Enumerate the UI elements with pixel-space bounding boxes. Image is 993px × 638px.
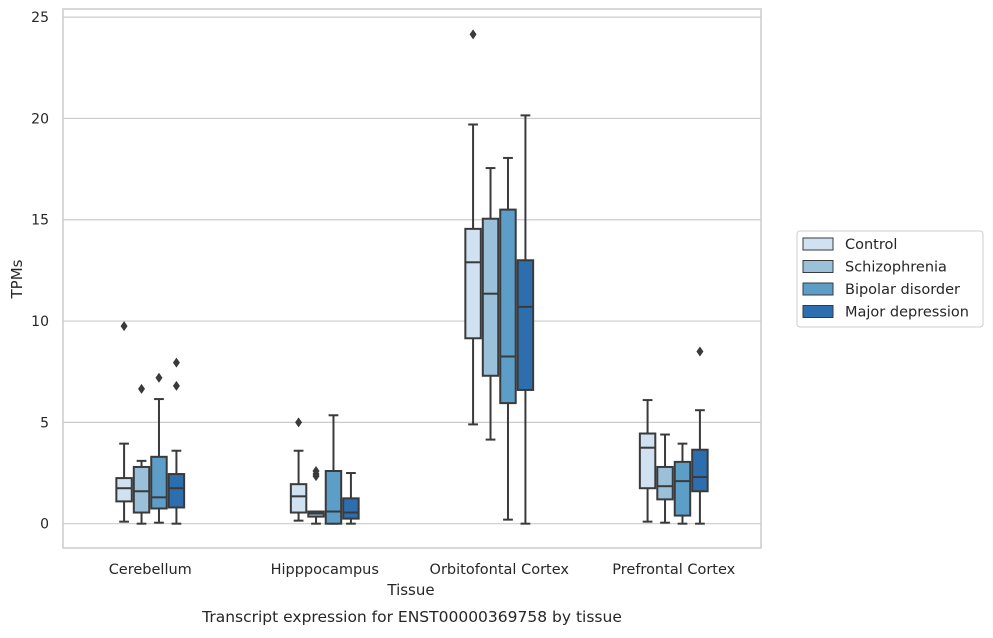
box-iqr [289,483,308,514]
box-layer [115,29,709,525]
box-iqr [464,227,482,340]
grid-layer [63,16,761,525]
x-tick-label: Hipppocampus [271,562,379,578]
box-3-2 [673,442,692,525]
box-3-0 [638,399,657,523]
outlier-point [696,346,704,357]
box-2-0 [464,29,482,426]
outlier-point [172,380,180,391]
box-0-0 [115,321,133,523]
box-iqr [167,473,186,509]
y-tick-label: 25 [31,10,49,26]
legend-swatch [802,260,834,273]
legend-item: Major depression [802,305,969,321]
box-iqr [481,217,500,377]
box-iqr [324,470,343,525]
outlier-point [312,466,320,476]
legend-label: Bipolar disorder [845,282,960,298]
box-iqr [638,432,657,490]
box-2-3 [516,114,535,525]
legend-frame [796,230,984,328]
box-iqr [132,465,151,514]
plot-frame [62,8,762,549]
y-tick-label: 5 [40,415,49,431]
box-iqr [115,477,133,503]
chart-caption: Transcript expression for ENST0000036975… [201,608,622,626]
box-2-1 [481,167,500,441]
legend-item: Schizophrenia [802,260,947,276]
box-iqr [150,455,168,510]
legend-label: Control [845,237,897,253]
box-2-2 [499,156,517,521]
box-1-3 [342,472,360,525]
legend-swatch [802,282,834,296]
box-1-2 [324,414,343,525]
outlier-point [469,29,477,40]
y-tick-label: 20 [31,111,49,127]
legend-swatch [802,305,834,318]
legend-swatch [802,237,834,251]
box-3-3 [691,346,709,525]
y-tick-label: 10 [31,314,49,330]
box-iqr [691,448,709,493]
x-axis-label: Tissue [386,581,434,599]
box-iqr [342,497,360,520]
box-1-1 [307,466,325,525]
legend-item: Control [802,237,897,253]
x-tick-label: Orbitofontal Cortex [430,562,570,578]
y-tick-label: 0 [40,517,49,533]
box-0-3 [167,357,186,525]
outlier-point [120,321,128,332]
legend: Control Schizophrenia Bipolar disorder Majo… [796,230,984,328]
box-3-1 [656,433,674,524]
outlier-point [172,357,180,368]
legend-label: Major depression [845,305,969,321]
x-tick-label: Prefrontal Cortex [612,562,735,578]
outlier-point [155,372,163,383]
outlier-point [138,383,146,394]
box-iqr [656,465,674,501]
legend-item: Bipolar disorder [802,282,960,298]
legend-items: Control Schizophrenia Bipolar disorder Majo… [802,237,969,321]
legend-label: Schizophrenia [845,260,947,276]
box-1-0 [289,417,308,522]
y-axis-label: TPMs [8,259,26,299]
y-tick-label: 15 [31,213,49,229]
x-tick-label: Cerebellum [109,562,192,578]
box-iqr [499,208,517,405]
outlier-point [295,417,303,428]
box-iqr [516,259,535,391]
box-0-1 [132,383,151,525]
box-iqr [673,460,692,517]
x-ticks: Cerebellum Hipppocampus Orbitofontal Corte… [109,562,736,578]
y-ticks: 0 5 10 15 20 25 [31,10,49,533]
box-0-2 [150,372,168,524]
